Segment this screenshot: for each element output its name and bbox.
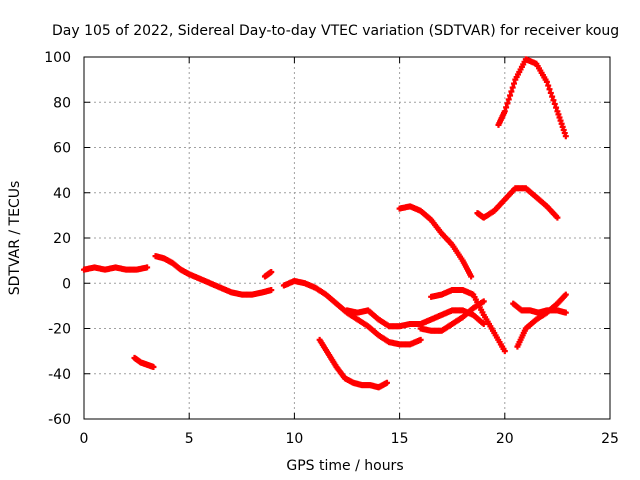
- x-axis-ticks: 0 5 10 15 20 25: [80, 57, 619, 447]
- series-arc-14: [514, 291, 569, 350]
- data-point: [551, 100, 558, 107]
- data-point: [553, 104, 560, 111]
- y-tick-label: 60: [53, 141, 71, 157]
- y-tick-label: -60: [48, 412, 71, 428]
- data-point: [545, 82, 552, 89]
- data-point: [550, 97, 557, 104]
- data-point: [503, 104, 510, 111]
- data-point: [501, 108, 508, 115]
- y-tick-label: 40: [53, 186, 71, 202]
- data-point: [549, 93, 556, 100]
- series-arc-10: [428, 287, 508, 355]
- y-tick-label: 100: [44, 50, 71, 66]
- series-arc-4: [261, 268, 275, 280]
- y-tick-label: 20: [53, 231, 71, 247]
- data-point: [480, 298, 487, 305]
- data-point: [508, 88, 515, 95]
- data-point: [504, 100, 511, 107]
- data-point: [546, 86, 553, 93]
- data-point: [511, 80, 518, 87]
- data-point: [480, 320, 487, 327]
- series-arc-5: [280, 277, 424, 348]
- x-tick-label: 5: [185, 431, 194, 447]
- y-axis-label: SDTVAR / TECUs: [7, 181, 23, 296]
- x-tick-label: 20: [496, 431, 514, 447]
- y-axis-ticks: -60 -40 -20 0 20 40 60 80 100: [44, 50, 610, 428]
- data-point: [150, 363, 157, 370]
- data-point: [417, 336, 424, 343]
- y-tick-label: -40: [48, 367, 71, 383]
- data-point: [501, 348, 508, 355]
- y-tick-label: -20: [48, 322, 71, 338]
- series-arc-12: [495, 56, 569, 140]
- data-point: [507, 92, 514, 99]
- series-arc-2: [131, 354, 157, 370]
- series-arc-8: [396, 203, 475, 280]
- x-tick-label: 25: [601, 431, 619, 447]
- series-arc-1: [81, 264, 151, 273]
- x-axis-label: GPS time / hours: [286, 458, 403, 474]
- series-arc-3: [152, 253, 275, 298]
- chart-title: Day 105 of 2022, Sidereal Day-to-day VTE…: [52, 23, 619, 39]
- x-tick-label: 10: [285, 431, 303, 447]
- series-arc-6: [316, 336, 390, 391]
- series-arc-7: [344, 307, 487, 330]
- series-arc-11: [474, 185, 561, 221]
- data-point: [268, 287, 275, 294]
- data-point: [144, 264, 151, 271]
- data-point: [509, 84, 516, 91]
- data-point: [543, 78, 550, 85]
- data-point: [505, 96, 512, 103]
- data-point: [268, 268, 275, 275]
- x-tick-label: 0: [80, 431, 89, 447]
- data-point: [562, 309, 569, 316]
- x-tick-label: 15: [391, 431, 409, 447]
- data-point: [547, 89, 554, 96]
- data-point: [554, 214, 561, 221]
- data-point: [562, 291, 569, 298]
- data-point: [562, 133, 569, 140]
- y-tick-label: 80: [53, 95, 71, 111]
- y-tick-label: 0: [62, 276, 71, 292]
- data-point: [468, 273, 475, 280]
- data-point: [383, 379, 390, 386]
- data-points: [81, 56, 569, 391]
